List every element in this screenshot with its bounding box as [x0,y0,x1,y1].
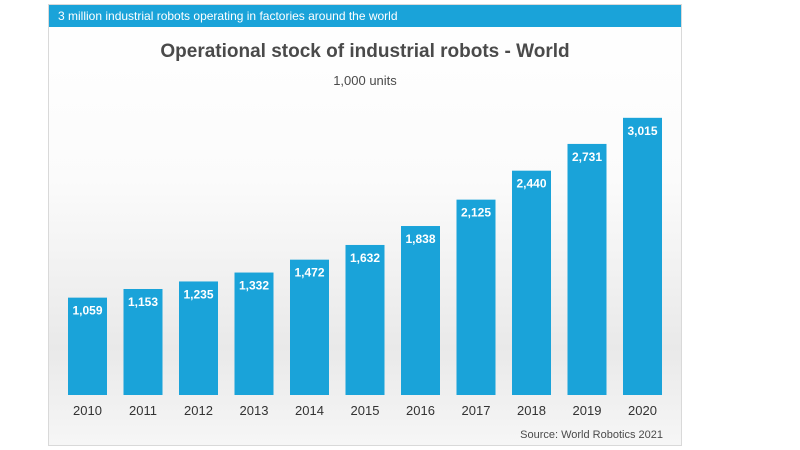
data-label-2010: 1,059 [72,304,102,318]
bar-2018 [512,170,551,395]
x-tick-2019: 2019 [573,403,602,418]
data-label-2013: 1,332 [239,279,269,293]
data-label-2014: 1,472 [294,266,324,280]
chart-subtitle: 1,000 units [333,73,397,88]
banner: 3 million industrial robots operating in… [49,5,681,27]
chart-title: Operational stock of industrial robots -… [160,41,570,62]
bar-2010 [68,297,107,395]
data-label-2016: 1,838 [405,232,435,246]
x-tick-2017: 2017 [462,403,491,418]
bar-2019 [567,143,607,395]
x-tick-2016: 2016 [406,403,435,418]
bar-2017 [456,199,496,395]
x-tick-2020: 2020 [628,403,657,418]
bar-2016 [401,226,440,395]
x-tick-2018: 2018 [517,403,546,418]
data-label-2018: 2,440 [516,177,546,191]
data-label-2020: 3,015 [627,124,657,138]
data-label-2017: 2,125 [461,206,491,220]
bar-2013 [234,272,274,395]
data-label-2011: 1,153 [128,295,158,309]
bar-2015 [345,244,385,395]
bar-2011 [123,288,163,395]
x-tick-2011: 2011 [129,403,157,418]
bar-2014 [290,259,329,395]
x-tick-2015: 2015 [351,403,380,418]
data-label-2012: 1,235 [183,287,213,301]
data-label-2019: 2,731 [572,150,602,164]
bar-2020 [623,117,662,395]
x-tick-2010: 2010 [73,403,102,418]
x-tick-2014: 2014 [295,403,324,418]
bar-2012 [179,281,218,395]
chart-source: Source: World Robotics 2021 [520,429,663,441]
x-tick-2013: 2013 [240,403,269,418]
x-tick-2012: 2012 [184,403,213,418]
data-label-2015: 1,632 [350,251,380,265]
